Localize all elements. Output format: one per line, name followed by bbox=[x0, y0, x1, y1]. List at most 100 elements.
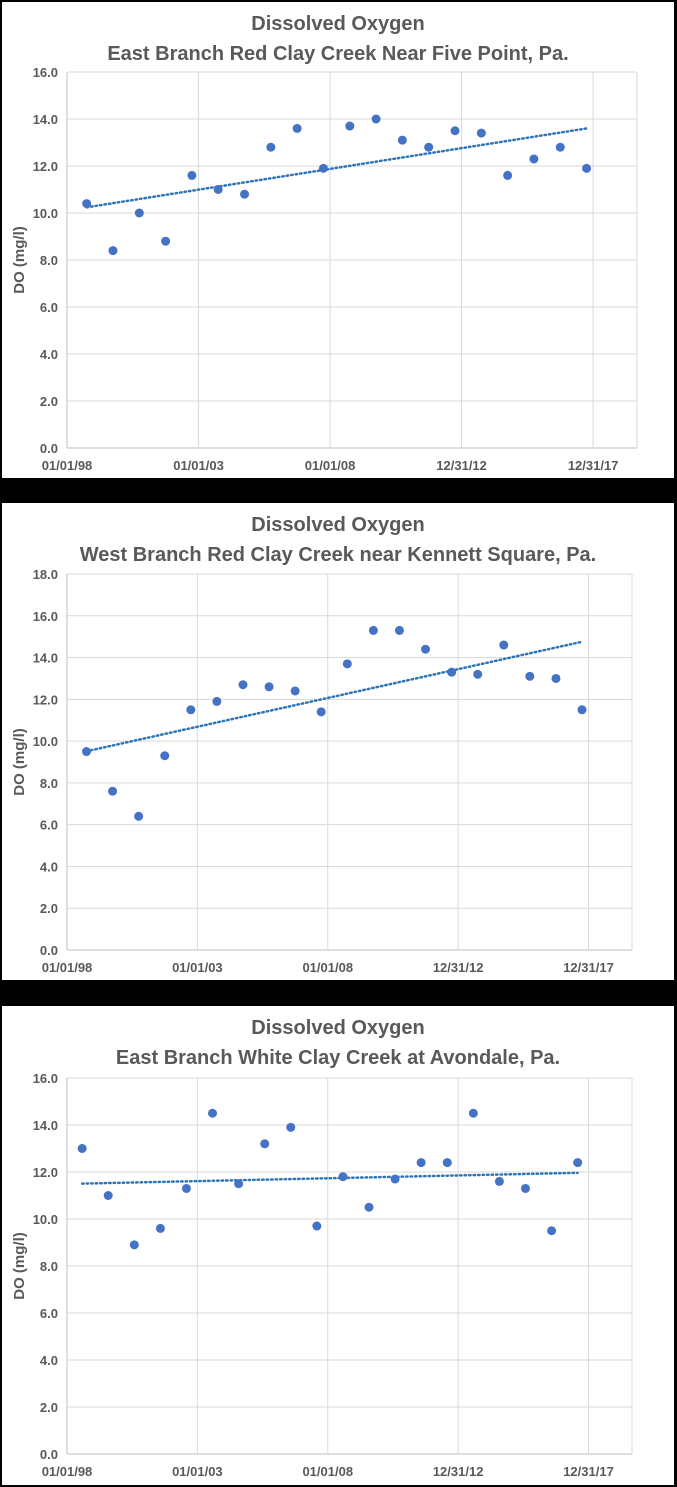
trendline bbox=[85, 640, 584, 753]
y-tick-label: 6.0 bbox=[40, 818, 58, 833]
data-point bbox=[442, 1158, 452, 1168]
y-tick-label: 8.0 bbox=[40, 776, 58, 791]
y-tick-label: 4.0 bbox=[40, 347, 58, 362]
trendline bbox=[85, 127, 588, 209]
data-point bbox=[476, 128, 486, 138]
y-tick-label: 2.0 bbox=[40, 1400, 58, 1415]
data-point bbox=[129, 1240, 139, 1250]
x-tick-label: 01/01/98 bbox=[42, 1464, 93, 1479]
y-tick-label: 12.0 bbox=[33, 692, 58, 707]
x-tick-label: 01/01/08 bbox=[302, 1464, 353, 1479]
data-point bbox=[316, 707, 326, 717]
data-point bbox=[181, 1183, 191, 1193]
data-point bbox=[342, 659, 352, 669]
y-axis-label: DO (mg/l) bbox=[11, 1232, 28, 1300]
y-tick-label: 16.0 bbox=[33, 65, 58, 80]
data-point bbox=[161, 236, 171, 246]
data-point bbox=[390, 1174, 400, 1184]
y-tick-label: 14.0 bbox=[33, 112, 58, 127]
y-tick-label: 12.0 bbox=[33, 1165, 58, 1180]
data-point bbox=[577, 705, 587, 715]
data-point bbox=[108, 786, 118, 796]
data-point bbox=[160, 751, 170, 761]
chart-panel-avondale: Dissolved Oxygen East Branch White Clay … bbox=[2, 1006, 674, 1485]
data-point bbox=[371, 114, 381, 124]
y-tick-label: 6.0 bbox=[40, 300, 58, 315]
data-point bbox=[547, 1226, 557, 1236]
y-tick-label: 18.0 bbox=[33, 567, 58, 582]
chart-panel-five-point: Dissolved Oxygen East Branch Red Clay Cr… bbox=[2, 2, 674, 478]
data-point bbox=[338, 1172, 348, 1182]
y-tick-label: 0.0 bbox=[40, 441, 58, 456]
x-tick-label: 12/31/12 bbox=[433, 960, 484, 975]
y-tick-label: 0.0 bbox=[40, 1447, 58, 1462]
data-point bbox=[499, 640, 509, 650]
data-point bbox=[424, 142, 434, 152]
y-tick-label: 6.0 bbox=[40, 1306, 58, 1321]
x-tick-label: 12/31/17 bbox=[568, 458, 619, 473]
chart-subtitle: East Branch Red Clay Creek Near Five Poi… bbox=[107, 43, 569, 65]
y-tick-label: 16.0 bbox=[33, 1071, 58, 1086]
data-point bbox=[494, 1176, 504, 1186]
data-point bbox=[345, 121, 355, 131]
y-tick-label: 4.0 bbox=[40, 859, 58, 874]
x-tick-label: 12/31/17 bbox=[563, 960, 614, 975]
y-tick-label: 0.0 bbox=[40, 943, 58, 958]
data-point bbox=[397, 135, 407, 145]
y-tick-label: 10.0 bbox=[33, 206, 58, 221]
data-point bbox=[312, 1221, 322, 1231]
x-tick-label: 12/31/12 bbox=[436, 458, 487, 473]
chart-subtitle: West Branch Red Clay Creek near Kennett … bbox=[79, 544, 597, 566]
data-point bbox=[503, 170, 513, 180]
y-tick-label: 2.0 bbox=[40, 901, 58, 916]
data-point bbox=[264, 682, 274, 692]
data-point bbox=[582, 163, 592, 173]
y-tick-label: 2.0 bbox=[40, 394, 58, 409]
data-point bbox=[368, 625, 378, 635]
y-tick-label: 8.0 bbox=[40, 1259, 58, 1274]
data-point bbox=[286, 1122, 296, 1132]
x-tick-label: 01/01/98 bbox=[42, 458, 93, 473]
data-point bbox=[573, 1158, 583, 1168]
data-point bbox=[134, 811, 144, 821]
chart-title: Dissolved Oxygen bbox=[251, 13, 425, 35]
data-point bbox=[421, 644, 431, 654]
scatter-plot-kennett-square: 0.0 2.0 4.0 6.0 8.0 10.0 12.0 14.0 16.0 18.0 01/01… bbox=[11, 567, 633, 975]
data-point bbox=[468, 1108, 478, 1118]
data-point bbox=[450, 126, 460, 136]
y-tick-label: 14.0 bbox=[33, 651, 58, 666]
data-point bbox=[318, 163, 328, 173]
data-point bbox=[555, 142, 565, 152]
data-point bbox=[155, 1223, 165, 1233]
y-tick-label: 12.0 bbox=[33, 159, 58, 174]
data-point bbox=[108, 246, 118, 256]
x-tick-label: 01/01/08 bbox=[302, 960, 353, 975]
y-axis-label: DO (mg/l) bbox=[11, 728, 28, 796]
data-point bbox=[208, 1108, 218, 1118]
data-point bbox=[238, 680, 248, 690]
chart-title: Dissolved Oxygen bbox=[251, 514, 425, 536]
y-tick-label: 14.0 bbox=[33, 1118, 58, 1133]
y-tick-label: 16.0 bbox=[33, 609, 58, 624]
data-point bbox=[473, 669, 483, 679]
data-point bbox=[529, 154, 539, 164]
data-point bbox=[266, 142, 276, 152]
data-point bbox=[447, 667, 457, 677]
x-tick-label: 01/01/08 bbox=[305, 458, 356, 473]
data-point bbox=[212, 696, 222, 706]
x-tick-label: 01/01/03 bbox=[172, 960, 223, 975]
y-tick-label: 10.0 bbox=[33, 1212, 58, 1227]
data-point bbox=[240, 189, 250, 199]
data-point bbox=[186, 705, 196, 715]
y-tick-label: 4.0 bbox=[40, 1353, 58, 1368]
data-point bbox=[551, 673, 561, 683]
chart-subtitle: East Branch White Clay Creek at Avondale… bbox=[115, 1047, 561, 1069]
x-tick-label: 01/01/98 bbox=[42, 960, 93, 975]
scatter-plot-avondale: 0.0 2.0 4.0 6.0 8.0 10.0 12.0 14.0 16.0 01/01/98 0… bbox=[11, 1071, 633, 1479]
chart-panel-kennett-square: Dissolved Oxygen West Branch Red Clay Cr… bbox=[2, 503, 674, 980]
data-point bbox=[290, 686, 300, 696]
data-point bbox=[213, 185, 223, 194]
y-tick-label: 10.0 bbox=[33, 734, 58, 749]
y-axis-label: DO (mg/l) bbox=[11, 226, 28, 294]
y-tick-label: 8.0 bbox=[40, 253, 58, 268]
